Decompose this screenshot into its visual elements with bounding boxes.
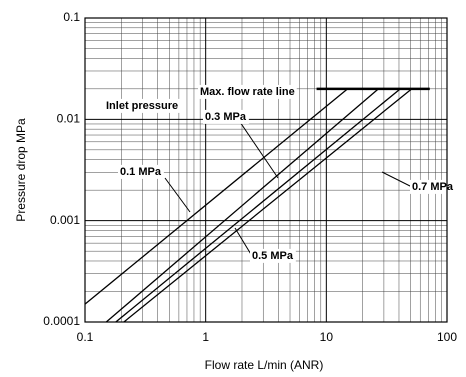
x-tick-label: 10 (320, 330, 334, 344)
label-background (118, 164, 164, 179)
series-line (123, 88, 413, 323)
labels: 0.1 1 10 100 0.0001 0.001 0.01 0.1 Max. flow rat… (43, 10, 457, 344)
x-tick-label: 1 (202, 330, 209, 344)
grid (84, 17, 448, 323)
series-line (115, 88, 401, 323)
label-background (250, 248, 296, 263)
label-background (104, 98, 181, 113)
y-tick-label: 0.001 (50, 213, 80, 227)
y-tick-label: 0.1 (63, 10, 80, 24)
legend-title: Inlet pressure (106, 100, 178, 112)
max-flow-label: Max. flow rate line (200, 86, 295, 98)
series-label: 0.5 MPa (252, 250, 294, 262)
series-label: 0.3 MPa (205, 111, 247, 123)
label-background (410, 179, 456, 194)
leader-line (164, 177, 191, 213)
series-line (84, 88, 348, 305)
leader-line (239, 121, 279, 179)
series-label: 0.1 MPa (120, 166, 162, 178)
leader-line (234, 227, 253, 257)
label-background (203, 109, 249, 124)
label-background (198, 84, 297, 99)
leader-line (381, 171, 413, 188)
series-label: 0.7 MPa (412, 181, 454, 193)
series-line (105, 88, 379, 323)
x-tick-label: 100 (437, 330, 457, 344)
lines (84, 87, 430, 323)
plot-frame (84, 17, 448, 323)
y-axis-label: Pressure drop MPa (14, 118, 28, 222)
y-tick-label: 0.0001 (43, 314, 80, 328)
x-tick-label: 0.1 (77, 330, 94, 344)
y-tick-label: 0.01 (57, 112, 81, 126)
x-axis-label: Flow rate L/min (ANR) (205, 358, 324, 372)
